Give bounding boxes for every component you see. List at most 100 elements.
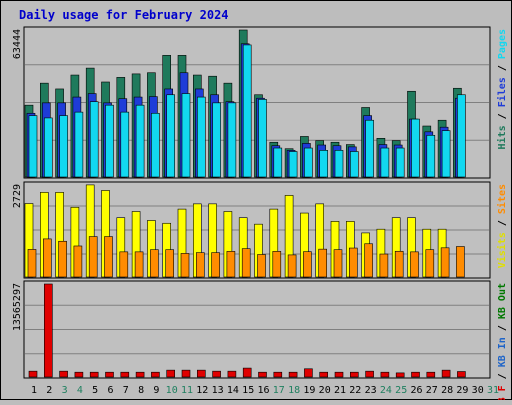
- day-label: 18: [288, 385, 300, 396]
- sites-bar: [211, 252, 220, 278]
- day-label: 24: [380, 385, 392, 396]
- panel-legend: KB F / KB In / KB Out: [497, 283, 508, 400]
- pages-bar: [288, 151, 298, 178]
- kb-f-bar: [197, 369, 206, 378]
- legend-kb-out: KB Out: [497, 283, 508, 319]
- pages-bar: [120, 111, 130, 178]
- pages-bar: [457, 94, 466, 178]
- day-label: 11: [181, 385, 193, 396]
- kb-f-bar: [334, 371, 344, 378]
- sites-bar: [440, 247, 450, 278]
- day-label: 28: [441, 385, 453, 396]
- day-label: 3: [62, 385, 68, 396]
- sites-bar: [180, 253, 190, 278]
- sites-bar: [318, 248, 328, 278]
- kb-f-bar: [288, 371, 298, 378]
- panel-legend: Visits / Sites: [496, 184, 508, 268]
- chart-panels: 63444 Hits / Files / Pages 27 2 9 Visits / Si…: [12, 26, 508, 405]
- day-label: 31: [487, 385, 499, 396]
- legend-separator: /: [497, 319, 508, 337]
- legend-kb-in: KB In: [497, 337, 508, 367]
- kb-f-bar: [151, 371, 160, 378]
- kb-f-bar: [365, 370, 374, 378]
- kb-f-bar: [212, 370, 221, 378]
- kb-f-bar: [457, 371, 466, 378]
- pages-bar: [441, 130, 451, 178]
- legend-separator: /: [497, 367, 508, 385]
- day-label: 5: [92, 385, 98, 396]
- pages-bar: [380, 147, 390, 178]
- sites-bar: [241, 248, 251, 278]
- pages-bar: [395, 147, 405, 178]
- sites-bar: [394, 250, 404, 278]
- day-label: 14: [227, 385, 239, 396]
- legend-hits: Hits: [496, 125, 508, 149]
- kb-f-bar: [135, 371, 145, 378]
- sites-bar: [348, 247, 358, 278]
- sites-bar: [165, 249, 174, 278]
- legend-separator: /: [497, 59, 508, 77]
- pages-bar: [151, 112, 160, 178]
- day-label: 9: [153, 385, 159, 396]
- day-label: 16: [257, 385, 269, 396]
- sites-bar: [196, 252, 205, 278]
- pages-bar: [181, 93, 191, 178]
- y-max-label: 63444: [12, 29, 23, 59]
- day-label: 2: [46, 385, 52, 396]
- legend-visits: Visits: [496, 232, 508, 268]
- kb-f-bar: [105, 371, 114, 378]
- day-label: 8: [138, 385, 144, 396]
- day-label: 17: [273, 385, 285, 396]
- day-label: 15: [242, 385, 254, 396]
- day-label: 26: [410, 385, 422, 396]
- pages-bar: [411, 118, 420, 178]
- pages-bar: [426, 134, 436, 178]
- pages-bar: [166, 94, 175, 178]
- sites-bar: [150, 249, 159, 278]
- sites-bar: [104, 236, 113, 278]
- pages-bar: [59, 115, 68, 178]
- day-label: 1: [31, 385, 37, 396]
- kb-f-bar: [181, 369, 191, 378]
- pages-bar: [43, 117, 53, 178]
- legend-pages: Pages: [497, 29, 508, 59]
- kb-f-bar: [166, 369, 175, 378]
- day-label: 20: [319, 385, 331, 396]
- legend-separator: /: [497, 214, 508, 232]
- day-label: 22: [349, 385, 361, 396]
- sites-bar: [226, 251, 236, 278]
- panel-legend: Hits / Files / Pages: [496, 29, 508, 149]
- kb-f-bar: [28, 370, 38, 378]
- kb-f-bar: [43, 283, 53, 378]
- day-label: 7: [123, 385, 129, 396]
- kb-f-bar: [304, 368, 313, 378]
- sites-bar: [27, 249, 37, 278]
- kb-f-bar: [319, 371, 329, 378]
- sites-bar: [303, 251, 312, 278]
- kb-f-bar: [242, 367, 252, 378]
- day-label: 6: [107, 385, 113, 396]
- pages-bar: [349, 151, 359, 178]
- day-label: 25: [395, 385, 407, 396]
- legend-files: Files: [496, 77, 508, 107]
- pages-bar: [242, 44, 252, 178]
- sites-bar: [333, 249, 343, 278]
- pages-bar: [135, 104, 145, 178]
- pages-bar: [273, 147, 283, 178]
- day-label: 19: [303, 385, 315, 396]
- sites-bar: [456, 246, 465, 278]
- day-label: 12: [196, 385, 208, 396]
- day-label: 27: [426, 385, 438, 396]
- sites-bar: [134, 251, 144, 278]
- legend-separator: /: [497, 107, 508, 125]
- pages-bar: [105, 104, 114, 178]
- kb-f-bar: [426, 371, 436, 378]
- kb-f-bar: [349, 371, 359, 378]
- legend-sites: Sites: [496, 184, 508, 214]
- pages-bar: [197, 96, 206, 178]
- day-label: 30: [472, 385, 484, 396]
- sites-bar: [379, 253, 389, 278]
- sites-bar: [425, 249, 435, 278]
